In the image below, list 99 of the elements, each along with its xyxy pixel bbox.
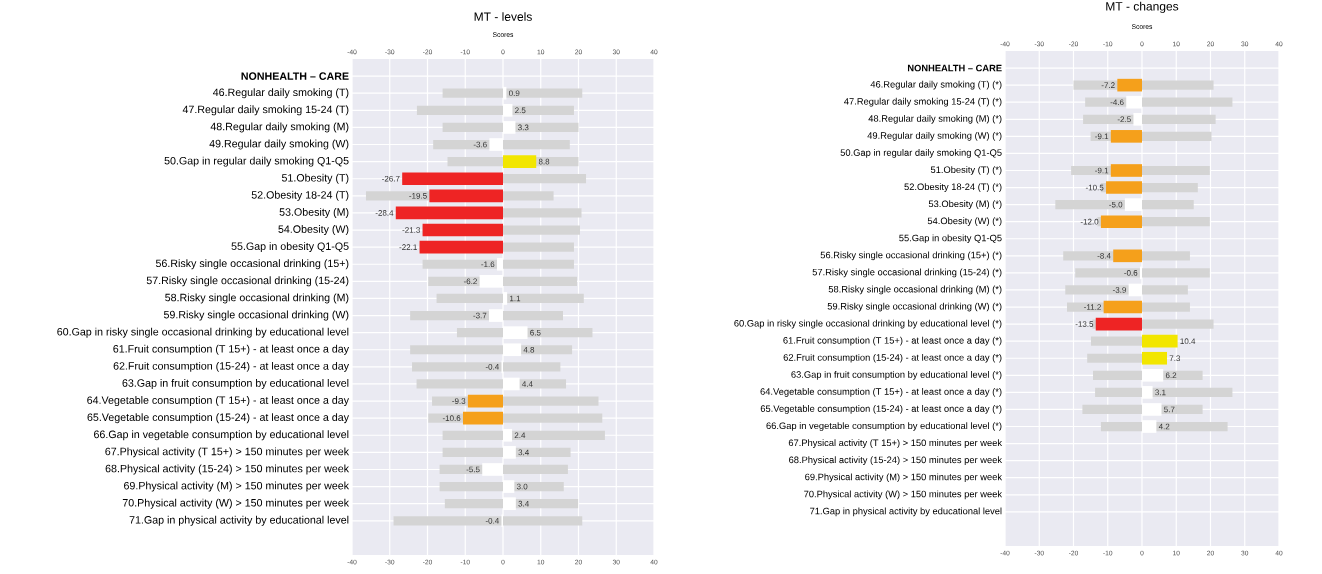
data-label: -26.7 xyxy=(382,175,400,182)
data-label: -8.4 xyxy=(1097,253,1111,259)
y-tick-label: 47.Regular daily smoking 15-24 (T) xyxy=(182,105,349,116)
data-label: -3.6 xyxy=(473,141,487,148)
y-tick-label: NONHEALTH – CARE xyxy=(907,64,1002,72)
data-label: -3.7 xyxy=(473,312,487,319)
chart-title: MT - changes xyxy=(1106,1,1179,13)
y-tick-label: 57.Risky single occasional drinking (15-24) xyxy=(146,276,349,287)
data-label: -4.6 xyxy=(1110,99,1124,106)
y-tick-label: 63.Gap in fruit consumption by educational level (*) xyxy=(791,370,1002,380)
data-label: 4.2 xyxy=(1158,423,1170,430)
y-tick-label: 53.Obesity (M) (*) xyxy=(928,200,1002,209)
data-label: -12.0 xyxy=(1080,218,1099,225)
y-tick-label: 46.Regular daily smoking (T) (*) xyxy=(870,80,1002,90)
data-label: 3.3 xyxy=(518,124,529,131)
data-label: -21.3 xyxy=(402,227,420,233)
y-tick-label: 65.Vegetable consumption (15-24) - at least once a day xyxy=(87,413,349,424)
data-label: -1.6 xyxy=(481,261,495,268)
data-label: -28.4 xyxy=(375,210,394,216)
y-tick-label: 69.Physical activity (M) > 150 minutes per week xyxy=(805,473,1003,483)
y-tick-label: 60.Gap in risky single occasional drinking by educational level xyxy=(57,327,349,338)
y-tick-label: 60.Gap in risky single occasional drinking by educational level (*) xyxy=(734,319,1002,329)
y-tick-label: 48.Regular daily smoking (M) xyxy=(210,122,349,133)
data-label: -2.5 xyxy=(1117,116,1131,123)
chart-title: MT - levels xyxy=(474,12,532,21)
y-tick-label: 68.Physical activity (15-24) > 150 minutes per week xyxy=(105,464,350,475)
y-tick-label: 57.Risky single occasional drinking (15-24) (*) xyxy=(812,268,1002,278)
y-tick-label: 63.Gap in fruit consumption by educational level xyxy=(122,378,349,389)
data-label: 4.8 xyxy=(523,346,535,353)
y-tick-label: 51.Obesity (T) xyxy=(281,173,349,184)
y-tick-label: 47.Regular daily smoking 15-24 (T) (*) xyxy=(844,97,1002,107)
data-label: 6.5 xyxy=(530,329,541,336)
y-tick-label: 58.Risky single occasional drinking (M) xyxy=(165,293,349,304)
y-tick-label: 68.Physical activity (15-24) > 150 minutes per week xyxy=(789,456,1003,466)
data-label: -11.2 xyxy=(1084,304,1101,310)
y-tick-label: NONHEALTH – CARE xyxy=(241,72,349,80)
data-label: 3.1 xyxy=(1155,389,1166,396)
data-label: -10.6 xyxy=(442,415,461,422)
data-label: -13.5 xyxy=(1075,321,1094,327)
data-label: 8.8 xyxy=(538,158,550,165)
y-tick-label: 71.Gap in physical activity by educational level xyxy=(129,515,349,526)
data-label: -9.1 xyxy=(1095,133,1109,140)
y-tick-label: 65.Vegetable consumption (15-24) - at least once a day (*) xyxy=(760,405,1002,414)
y-tick-label: 70.Physical activity (W) > 150 minutes per week xyxy=(804,490,1003,500)
y-tick-label: 55.Gap in obesity Q1-Q5 xyxy=(899,234,1002,244)
y-tick-label: 64.Vegetable consumption (T 15+) - at least once a day (*) xyxy=(760,388,1002,397)
y-tick-label: 49.Regular daily smoking (W) (*) xyxy=(867,132,1002,141)
data-label: 3.4 xyxy=(518,500,529,507)
y-tick-label: 61.Fruit consumption (T 15+) - at least once a day (*) xyxy=(783,336,1002,346)
y-tick-label: 54.Obesity (W) xyxy=(278,225,349,236)
y-tick-label: 67.Physical activity (T 15+) > 150 minutes per week xyxy=(105,447,350,458)
data-label: -19.5 xyxy=(409,193,427,199)
y-tick-label: 54.Obesity (W) (*) xyxy=(927,217,1002,227)
y-tick-label: 50.Gap in regular daily smoking Q1-Q5 xyxy=(840,149,1002,158)
data-label: 5.7 xyxy=(1164,406,1175,413)
data-label: -6.2 xyxy=(463,278,477,285)
y-tick-label: 66.Gap in vegetable consumption by educational level (*) xyxy=(766,422,1002,431)
y-tick-label: 56.Risky single occasional drinking (15+) xyxy=(155,259,349,270)
data-label: -9.1 xyxy=(1095,167,1109,174)
data-label: -0.4 xyxy=(485,364,499,370)
y-tick-label: 64.Vegetable consumption (T 15+) - at least once a day xyxy=(87,396,350,407)
y-tick-label: 66.Gap in vegetable consumption by educational level xyxy=(94,430,349,441)
y-tick-label: 61.Fruit consumption (T 15+) - at least once a day xyxy=(113,344,350,355)
y-tick-label: 59.Risky single occasional drinking (W) (*) xyxy=(827,302,1002,312)
data-label: 0.9 xyxy=(508,90,520,97)
data-label: 3.0 xyxy=(516,483,528,490)
data-label: -0.6 xyxy=(1124,270,1138,276)
y-tick-label: 58.Risky single occasional drinking (M) (*) xyxy=(828,285,1002,295)
data-label: -10.5 xyxy=(1085,184,1104,191)
y-tick-label: 49.Regular daily smoking (W) xyxy=(209,139,349,150)
data-label: 3.4 xyxy=(518,449,529,456)
data-label: 7.3 xyxy=(1169,355,1181,362)
y-tick-label: 71.Gap in physical activity by educational level xyxy=(810,507,1002,517)
y-tick-label: 62.Fruit consumption (15-24) - at least once a day xyxy=(113,361,350,372)
data-label: -7.2 xyxy=(1101,82,1115,88)
data-label: 1.1 xyxy=(510,295,521,302)
data-label: -9.3 xyxy=(452,398,466,404)
y-tick-label: 46.Regular daily smoking (T) xyxy=(212,88,349,99)
y-tick-label: 50.Gap in regular daily smoking Q1-Q5 xyxy=(164,156,349,167)
y-tick-label: 52.Obesity 18-24 (T) (*) xyxy=(904,183,1002,192)
data-label: -22.1 xyxy=(399,244,417,250)
data-label: 10.4 xyxy=(1180,338,1196,345)
y-tick-label: 55.Gap in obesity Q1-Q5 xyxy=(231,242,349,253)
y-tick-label: 53.Obesity (M) xyxy=(279,207,349,218)
y-tick-label: 51.Obesity (T) (*) xyxy=(930,166,1002,175)
y-tick-label: 48.Regular daily smoking (M) (*) xyxy=(868,114,1002,124)
data-label: -5.0 xyxy=(1109,201,1123,208)
data-label: -0.4 xyxy=(485,517,499,524)
data-label: 2.4 xyxy=(514,432,526,439)
data-label: -5.5 xyxy=(466,466,480,473)
y-tick-label: 59.Risky single occasional drinking (W) xyxy=(163,310,349,321)
data-label: 6.2 xyxy=(1165,372,1177,379)
y-tick-label: 69.Physical activity (M) > 150 minutes per week xyxy=(124,481,350,492)
y-tick-label: 52.Obesity 18-24 (T) xyxy=(251,190,349,201)
y-tick-label: 56.Risky single occasional drinking (15+) (*) xyxy=(820,251,1002,261)
data-label: 2.5 xyxy=(515,107,526,114)
y-tick-label: 62.Fruit consumption (15-24) - at least once a day (*) xyxy=(783,353,1002,363)
y-tick-label: 67.Physical activity (T 15+) > 150 minutes per week xyxy=(788,439,1003,448)
y-tick-label: 70.Physical activity (W) > 150 minutes per week xyxy=(122,498,350,509)
